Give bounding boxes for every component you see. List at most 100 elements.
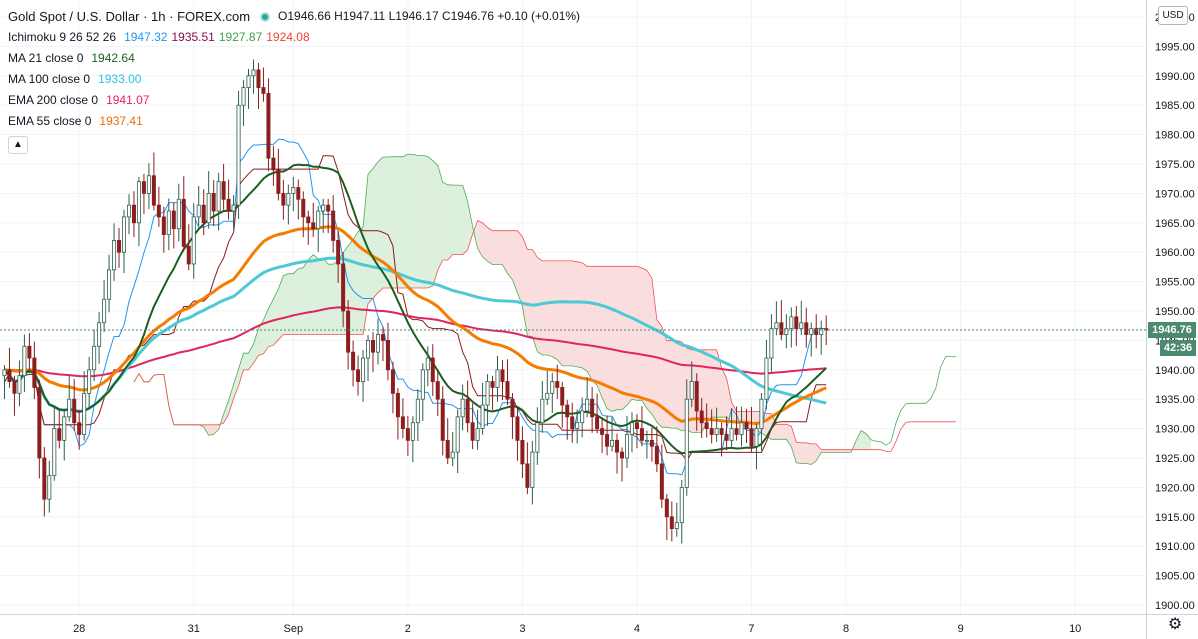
cloud-segment-bull [243,353,249,370]
cloud-segment-bear [831,449,837,453]
candle-up [126,204,131,218]
chevron-up-icon[interactable]: ▲ [8,136,28,154]
candle-up [629,422,634,435]
candle-down [560,387,565,406]
candle-down [72,398,77,424]
indicator-row-ma100[interactable]: MA 100 close 0 1933.00 [8,69,584,90]
cloud-segment-bull [333,260,339,335]
candle-down [430,357,435,382]
candle-down [649,439,654,447]
indicator-row-ema200[interactable]: EMA 200 close 0 1941.07 [8,90,584,111]
cloud-segment-bull [328,264,334,335]
cloud-segment-bull [278,275,284,340]
candle-up [166,210,171,235]
cloud-segment-bull [253,328,259,364]
cloud-segment-bull [268,299,274,347]
candle-down [724,434,729,441]
candle-up [729,428,734,441]
cloud-segment-bull [373,161,378,299]
candle-up [366,339,371,359]
candle-up [644,439,649,442]
candle-down [12,381,17,394]
cloud-segment-bear [592,266,598,386]
indicator-name[interactable]: MA 100 close 0 [8,72,91,86]
ichimoku-cloud [133,154,872,465]
candle-up [819,328,824,335]
cloud-segment-bear [208,424,214,436]
candle-down [505,381,510,400]
candle-up [375,334,380,353]
indicator-value: 1937.41 [99,114,143,128]
symbol-title[interactable]: Gold Spot / U.S. Dollar · 1h · FOREX.com [8,9,251,24]
cloud-segment-bull [288,273,294,335]
cloud-segment-bull [308,254,314,335]
cloud-segment-bull [353,231,359,335]
candles [2,59,829,544]
candle-down [659,463,664,500]
indicator-row-ichimoku[interactable]: Ichimoku 9 26 52 26 1947.32 1935.51 1927… [8,27,584,48]
cloud-segment-bull [856,430,862,450]
candle-up [624,434,629,459]
candle-up [107,269,112,300]
gear-icon[interactable]: ⚙ [1167,616,1183,633]
cloud-segment-bear [806,442,812,465]
chart-legend: Gold Spot / U.S. Dollar · 1h · FOREX.com… [8,6,584,154]
candle-down [221,181,226,200]
senkou-b-line [133,219,956,452]
price-tick-label: 1975.00 [1155,159,1195,171]
candle-up [97,322,102,347]
cloud-segment-bear [582,262,588,372]
cloud-segment-bear [562,260,568,366]
candle-down [465,398,470,424]
indicator-value: 1935.51 [171,30,215,44]
candle-down [814,328,819,335]
cloud-segment-bear [711,349,717,418]
cloud-segment-bull [238,353,244,386]
candle-up [420,369,425,400]
indicator-name[interactable]: EMA 200 close 0 [8,93,99,107]
candle-up [2,369,7,377]
cloud-segment-bear [612,266,618,412]
indicator-row-ma21[interactable]: MA 21 close 0 1942.64 [8,48,584,69]
cloud-segment-bull [432,160,438,287]
price-tick-label: 1925.00 [1155,453,1195,465]
candle-down [181,198,186,247]
candle-up [739,422,744,435]
cloud-segment-bear [497,230,503,265]
indicator-name[interactable]: MA 21 close 0 [8,51,84,65]
cloud-segment-bear [836,449,842,453]
cloud-segment-bear [577,261,583,368]
time-tick-label: 3 [519,623,525,635]
cloud-segment-bull [263,308,269,354]
candle-up [206,192,211,224]
cloud-segment-bear [213,424,219,435]
candle-down [161,216,166,235]
cloud-segment-bull [442,182,448,261]
candle-down [440,398,445,441]
currency-button[interactable]: USD [1158,6,1188,25]
candle-down [395,392,400,418]
candle-up [251,69,256,77]
candle-up [475,428,480,441]
indicator-name[interactable]: EMA 55 close 0 [8,114,92,128]
cloud-segment-bull [412,154,418,289]
candle-down [490,381,495,388]
candle-down [570,416,575,429]
candle-down [351,351,356,371]
candle-down [151,175,156,206]
candle-up [480,404,485,429]
indicator-row-ema55[interactable]: EMA 55 close 0 1937.41 [8,111,584,132]
candle-up [87,369,92,394]
price-tick-label: 1950.00 [1155,306,1195,318]
candle-up [136,181,141,224]
candle-down [520,439,525,465]
candle-up [580,410,585,424]
candle-down [515,416,520,441]
cloud-segment-bear [676,340,682,431]
candle-down [694,381,699,412]
candle-down [385,339,390,371]
indicator-name[interactable]: Ichimoku 9 26 52 26 [8,30,117,44]
time-tick-label: Sep [284,623,304,635]
candle-down [296,187,301,200]
